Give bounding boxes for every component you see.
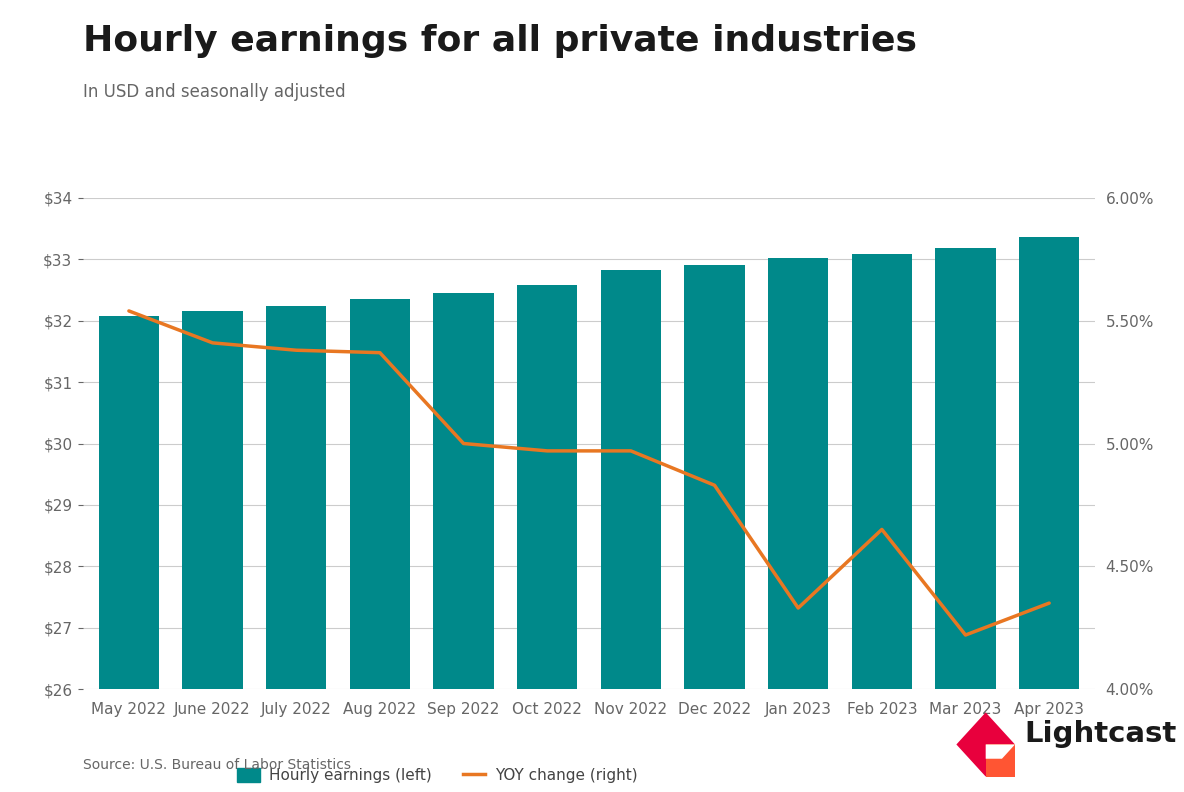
Bar <box>1019 238 1080 792</box>
Bar <box>600 270 661 792</box>
Bar <box>349 299 410 792</box>
Text: Hourly earnings for all private industries: Hourly earnings for all private industri… <box>83 24 916 58</box>
Text: Lightcast: Lightcast <box>1024 721 1177 748</box>
Polygon shape <box>986 744 1015 759</box>
Bar <box>98 317 159 792</box>
Bar <box>851 254 912 792</box>
Polygon shape <box>986 744 1015 776</box>
Bar <box>517 285 578 792</box>
Bar <box>935 249 996 792</box>
Bar <box>182 311 243 792</box>
Bar <box>266 306 327 792</box>
Bar <box>684 265 745 792</box>
Legend: Hourly earnings (left), YOY change (right): Hourly earnings (left), YOY change (righ… <box>231 762 643 790</box>
Bar <box>768 257 829 792</box>
Text: In USD and seasonally adjusted: In USD and seasonally adjusted <box>83 83 346 101</box>
Text: Source: U.S. Bureau of Labor Statistics: Source: U.S. Bureau of Labor Statistics <box>83 758 350 772</box>
Polygon shape <box>957 713 1015 776</box>
Bar <box>433 292 494 792</box>
